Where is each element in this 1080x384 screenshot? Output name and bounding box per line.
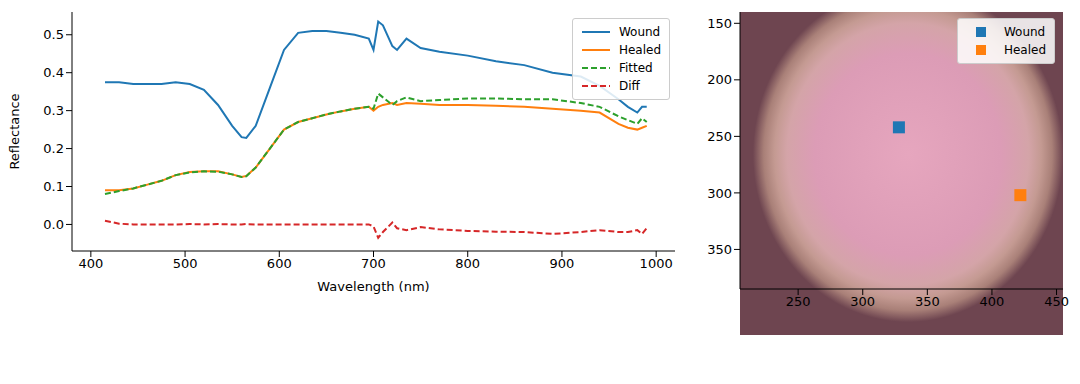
svg-text:0.3: 0.3 <box>43 103 64 118</box>
svg-text:300: 300 <box>707 186 732 201</box>
svg-text:450: 450 <box>1044 294 1069 309</box>
svg-text:250: 250 <box>707 129 732 144</box>
svg-text:0.2: 0.2 <box>43 141 64 156</box>
svg-text:1000: 1000 <box>640 256 673 271</box>
svg-text:800: 800 <box>455 256 480 271</box>
svg-text:250: 250 <box>786 294 811 309</box>
svg-text:0.4: 0.4 <box>43 65 64 80</box>
html-text:Wound: Wound <box>618 25 661 39</box>
svg-text:0.0: 0.0 <box>43 217 64 232</box>
svg-text:350: 350 <box>707 242 732 257</box>
svg-text:500: 500 <box>173 256 198 271</box>
html-text:Fitted: Fitted <box>618 61 653 75</box>
svg-text:900: 900 <box>550 256 575 271</box>
html-text:Healed: Healed <box>618 43 661 57</box>
svg-text:700: 700 <box>361 256 386 271</box>
svg-text:200: 200 <box>707 72 732 87</box>
svg-text:0.5: 0.5 <box>43 27 64 42</box>
svg-text:600: 600 <box>267 256 292 271</box>
svg-text:400: 400 <box>980 294 1005 309</box>
html-text:Healed: Healed <box>1003 43 1046 57</box>
html-text:Diff: Diff <box>618 79 640 93</box>
svg-text:400: 400 <box>78 256 103 271</box>
html-text:Wound: Wound <box>1003 25 1046 39</box>
svg-text:Wavelength (nm): Wavelength (nm) <box>317 279 429 294</box>
svg-text:300: 300 <box>850 294 875 309</box>
svg-text:350: 350 <box>915 294 940 309</box>
svg-text:Reflectance: Reflectance <box>7 93 22 169</box>
svg-text:150: 150 <box>707 16 732 31</box>
svg-text:0.1: 0.1 <box>43 179 64 194</box>
